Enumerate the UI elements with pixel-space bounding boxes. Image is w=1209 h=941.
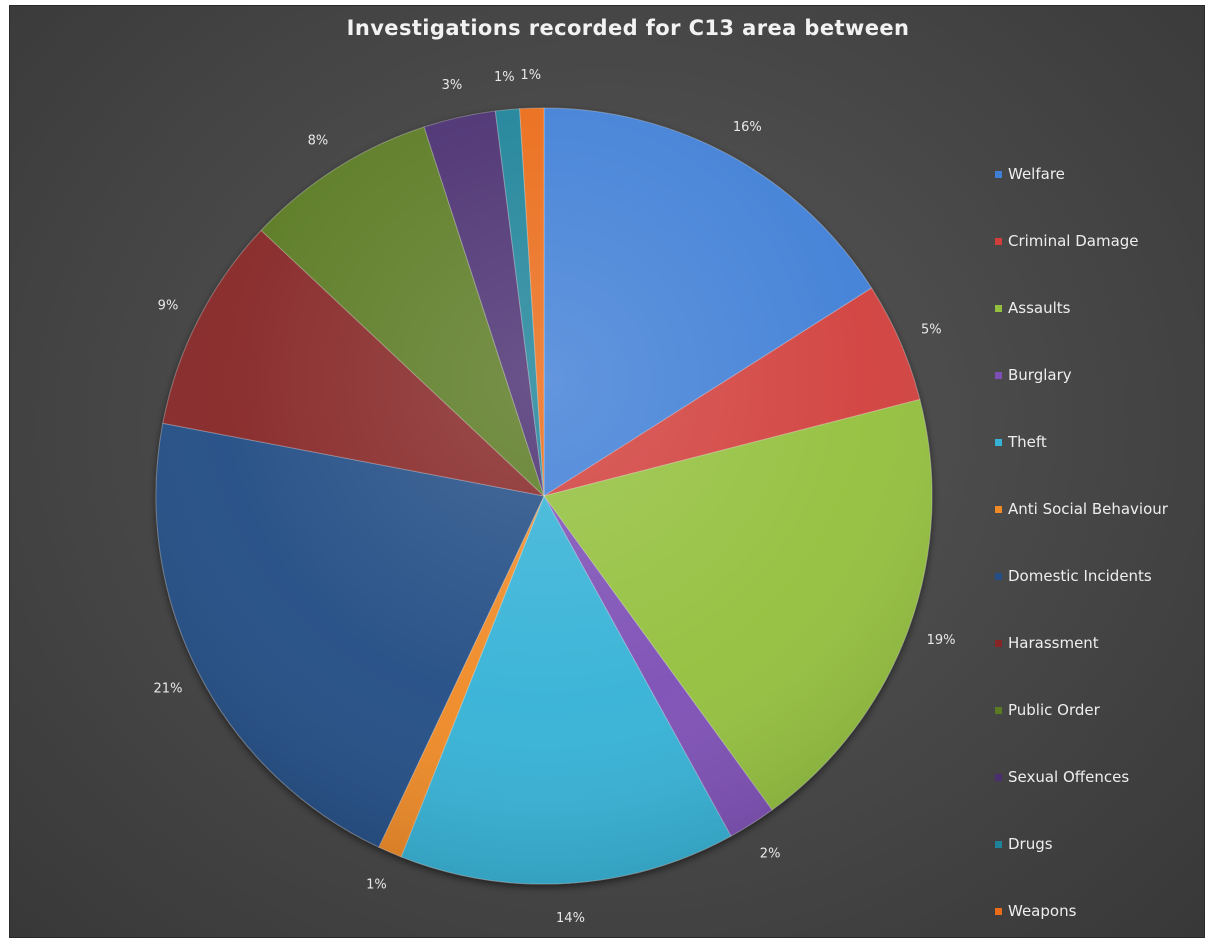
legend-label-public-order: Public Order: [1008, 701, 1100, 719]
legend-item-criminal-damage: Criminal Damage: [995, 231, 1139, 251]
legend-label-domestic-incidents: Domestic Incidents: [1008, 567, 1152, 585]
pie-slices: [155, 107, 933, 885]
legend-item-domestic-incidents: Domestic Incidents: [995, 566, 1152, 586]
legend-item-weapons: Weapons: [995, 901, 1076, 921]
legend-item-drugs: Drugs: [995, 834, 1053, 854]
legend-swatch-burglary: [995, 371, 1002, 379]
legend-item-theft: Theft: [995, 432, 1047, 452]
legend-item-welfare: Welfare: [995, 164, 1065, 184]
data-label-burglary: 2%: [760, 846, 781, 861]
legend-swatch-weapons: [995, 907, 1002, 915]
legend-swatch-sexual-offences: [995, 773, 1002, 781]
legend-swatch-assaults: [995, 304, 1002, 312]
legend-label-welfare: Welfare: [1008, 165, 1065, 183]
legend-item-sexual-offences: Sexual Offences: [995, 767, 1129, 787]
data-label-sexual-offences: 3%: [442, 78, 463, 93]
data-label-public-order: 8%: [308, 134, 329, 149]
legend-item-anti-social-behaviour: Anti Social Behaviour: [995, 499, 1168, 519]
legend-label-weapons: Weapons: [1008, 902, 1077, 920]
legend-item-burglary: Burglary: [995, 365, 1072, 385]
data-label-weapons: 1%: [520, 68, 541, 83]
legend-swatch-drugs: [995, 840, 1002, 848]
legend-swatch-domestic-incidents: [995, 572, 1002, 580]
legend-label-harassment: Harassment: [1008, 634, 1099, 652]
data-label-criminal-damage: 5%: [921, 322, 942, 337]
data-label-domestic-incidents: 21%: [154, 682, 183, 697]
data-label-assaults: 19%: [927, 633, 956, 648]
data-label-harassment: 9%: [158, 298, 179, 313]
legend-swatch-welfare: [995, 170, 1002, 178]
legend-item-assaults: Assaults: [995, 298, 1070, 318]
legend-swatch-anti-social-behaviour: [995, 505, 1002, 513]
chart-area: Investigations recorded for C13 area bet…: [9, 5, 1205, 938]
legend-item-public-order: Public Order: [995, 700, 1100, 720]
pie-labels: 16% 5% 19% 2% 14% 1% 21% 9% 8% 3% 1% 1%: [154, 68, 956, 926]
legend-swatch-criminal-damage: [995, 237, 1002, 245]
legend-label-criminal-damage: Criminal Damage: [1008, 232, 1139, 250]
pie-chart: 16% 5% 19% 2% 14% 1% 21% 9% 8% 3% 1% 1%: [154, 68, 956, 926]
legend-label-anti-social-behaviour: Anti Social Behaviour: [1008, 500, 1168, 518]
legend-swatch-theft: [995, 438, 1002, 446]
legend-swatch-public-order: [995, 706, 1002, 714]
data-label-welfare: 16%: [733, 120, 762, 135]
data-label-drugs: 1%: [494, 70, 515, 85]
data-label-theft: 14%: [556, 911, 585, 926]
legend-item-harassment: Harassment: [995, 633, 1099, 653]
legend-label-theft: Theft: [1008, 433, 1047, 451]
chart-title: Investigations recorded for C13 area bet…: [346, 16, 910, 40]
legend-swatch-harassment: [995, 639, 1002, 647]
legend-label-sexual-offences: Sexual Offences: [1008, 768, 1130, 786]
data-label-anti-social-behaviour: 1%: [366, 877, 387, 892]
legend-label-drugs: Drugs: [1008, 835, 1053, 853]
legend-label-burglary: Burglary: [1008, 366, 1072, 384]
legend-label-assaults: Assaults: [1008, 299, 1071, 317]
